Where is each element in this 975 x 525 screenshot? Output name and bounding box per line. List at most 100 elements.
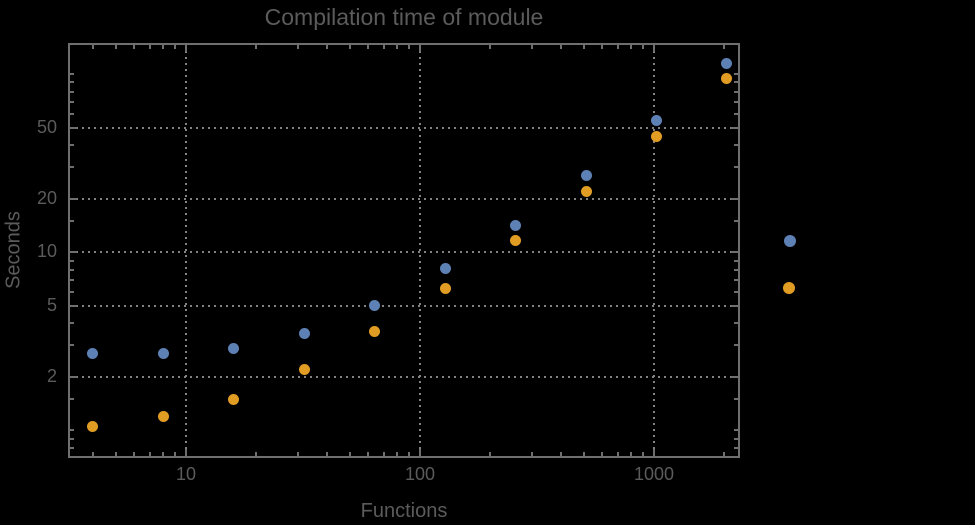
gridline-y bbox=[70, 375, 738, 378]
data-point-series-2 bbox=[228, 393, 240, 405]
data-point-series-1 bbox=[228, 342, 240, 354]
data-point-series-1 bbox=[298, 328, 310, 340]
y-tick-mark bbox=[734, 73, 738, 76]
y-tick-mark bbox=[70, 290, 74, 293]
x-tick-mark bbox=[642, 452, 645, 456]
data-point-series-1 bbox=[157, 348, 169, 360]
data-point-series-1 bbox=[87, 348, 99, 360]
plot-frame bbox=[68, 43, 740, 458]
x-tick-mark bbox=[162, 452, 165, 456]
x-tick-mark bbox=[530, 452, 533, 456]
data-point-series-1 bbox=[721, 58, 733, 70]
x-tick-mark bbox=[114, 45, 117, 49]
x-tick-mark bbox=[255, 452, 258, 456]
x-tick-mark bbox=[489, 452, 492, 456]
y-tick-mark bbox=[734, 437, 738, 440]
y-tick-mark bbox=[70, 344, 74, 347]
gridline-y bbox=[70, 197, 738, 200]
x-tick-mark bbox=[91, 45, 94, 49]
y-tick-mark bbox=[731, 197, 738, 200]
x-tick-mark bbox=[408, 45, 411, 49]
y-tick-mark bbox=[734, 290, 738, 293]
x-tick-mark bbox=[616, 45, 619, 49]
y-tick-mark bbox=[70, 268, 74, 271]
x-tick-mark bbox=[348, 452, 351, 456]
data-point-series-2 bbox=[721, 72, 733, 84]
y-tick-label: 20 bbox=[36, 187, 57, 208]
y-tick-mark bbox=[731, 304, 738, 307]
x-tick-mark bbox=[348, 45, 351, 49]
y-tick-mark bbox=[70, 144, 74, 147]
y-tick-label: 5 bbox=[46, 294, 57, 315]
y-tick-mark bbox=[70, 166, 74, 169]
gridline-x bbox=[185, 45, 188, 456]
gridline-y bbox=[70, 251, 738, 254]
y-tick-mark bbox=[731, 375, 738, 378]
y-tick-mark bbox=[70, 197, 77, 200]
x-tick-mark bbox=[642, 45, 645, 49]
y-tick-mark bbox=[70, 437, 74, 440]
data-point-series-1 bbox=[439, 263, 451, 275]
y-tick-mark bbox=[734, 278, 738, 281]
y-tick-mark bbox=[734, 322, 738, 325]
legend-marker-icon bbox=[783, 282, 795, 294]
x-tick-mark bbox=[616, 452, 619, 456]
x-tick-mark bbox=[367, 45, 370, 49]
x-tick-mark bbox=[325, 45, 328, 49]
y-tick-mark bbox=[734, 344, 738, 347]
y-tick-mark bbox=[731, 126, 738, 129]
x-tick-mark bbox=[382, 452, 385, 456]
data-point-series-2 bbox=[157, 410, 169, 422]
x-tick-mark bbox=[185, 449, 188, 456]
y-tick-mark bbox=[734, 429, 738, 432]
y-tick-mark bbox=[70, 375, 77, 378]
y-tick-mark bbox=[70, 90, 74, 93]
data-point-series-2 bbox=[87, 421, 99, 433]
y-tick-mark bbox=[731, 251, 738, 254]
x-tick-mark bbox=[162, 45, 165, 49]
x-tick-label: 1000 bbox=[634, 464, 675, 484]
data-point-series-2 bbox=[439, 283, 451, 295]
x-tick-mark bbox=[559, 452, 562, 456]
x-tick-mark bbox=[91, 452, 94, 456]
gridline-x bbox=[419, 45, 422, 456]
y-tick-label: 2 bbox=[46, 365, 57, 386]
x-tick-mark bbox=[723, 45, 726, 49]
x-tick-mark bbox=[559, 45, 562, 49]
gridline-y bbox=[70, 126, 738, 129]
y-tick-mark bbox=[70, 100, 74, 103]
x-tick-mark bbox=[582, 452, 585, 456]
y-tick-mark bbox=[734, 446, 738, 449]
x-tick-mark bbox=[408, 452, 411, 456]
x-tick-mark bbox=[653, 449, 656, 456]
y-tick-mark bbox=[70, 73, 74, 76]
y-tick-mark bbox=[70, 126, 77, 129]
gridline-y bbox=[70, 304, 738, 307]
y-tick-mark bbox=[734, 90, 738, 93]
y-tick-mark bbox=[734, 268, 738, 271]
legend-marker-icon bbox=[784, 235, 796, 247]
gridline-x bbox=[653, 45, 656, 456]
y-tick-mark bbox=[734, 398, 738, 401]
data-point-series-2 bbox=[369, 325, 381, 337]
x-tick-mark bbox=[489, 45, 492, 49]
x-tick-mark bbox=[133, 452, 136, 456]
x-tick-mark bbox=[296, 452, 299, 456]
data-point-series-2 bbox=[510, 235, 522, 247]
x-tick-mark bbox=[396, 452, 399, 456]
x-tick-mark bbox=[185, 45, 188, 52]
x-tick-mark bbox=[419, 449, 422, 456]
y-tick-mark bbox=[70, 304, 77, 307]
x-tick-mark bbox=[325, 452, 328, 456]
x-tick-mark bbox=[630, 452, 633, 456]
x-tick-mark bbox=[296, 45, 299, 49]
data-point-series-1 bbox=[510, 219, 522, 231]
y-tick-mark bbox=[70, 112, 74, 115]
data-point-series-2 bbox=[298, 363, 310, 375]
x-tick-mark bbox=[582, 45, 585, 49]
data-point-series-1 bbox=[369, 300, 381, 312]
y-tick-mark bbox=[70, 259, 74, 262]
x-tick-mark bbox=[148, 45, 151, 49]
y-tick-mark bbox=[70, 220, 74, 223]
